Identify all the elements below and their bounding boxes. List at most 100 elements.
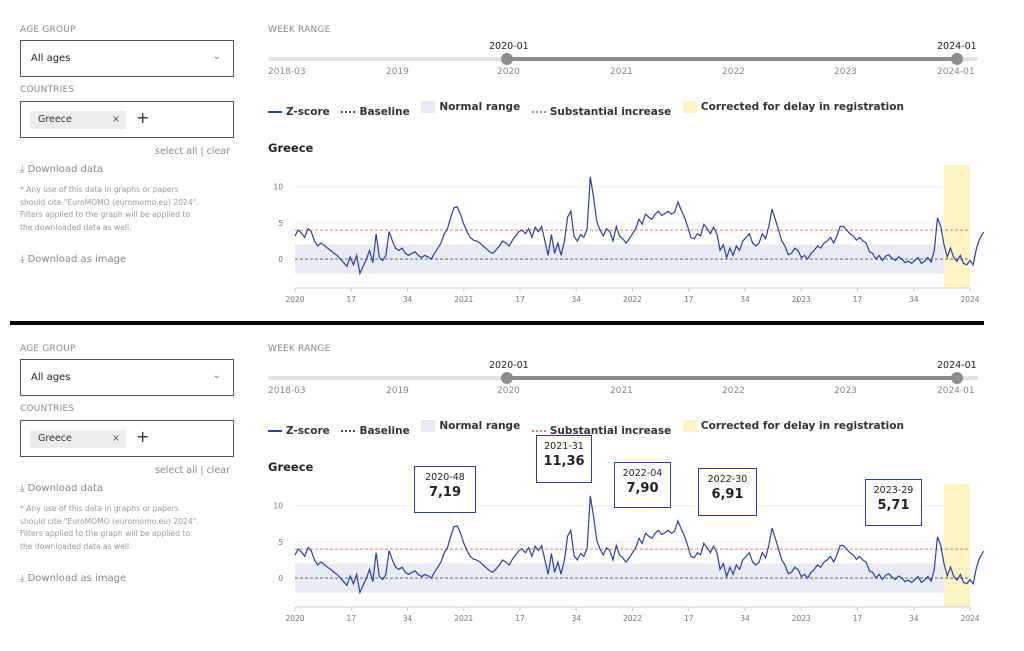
slider-start-handle[interactable] [501,53,513,65]
zscore-chart: 0 5 10 2020 17 34 2021 17 34 2022 17 34 2023 17 34 2024 [273,484,984,623]
annotation-value: 7,90 [626,481,659,496]
legend-item-corrected[interactable]: Corrected for delay in registration [682,420,904,432]
legend-item-substantial[interactable]: Substantial increase [531,106,671,118]
slider-end-handle[interactable] [951,53,963,65]
download-data-link[interactable]: ⤓ Download data [20,164,104,175]
country-chip-label: Greece [38,114,72,125]
legend-label: Normal range [439,101,521,113]
zscore-line [294,176,984,276]
x-tick-label: 34 [403,295,413,304]
annotation-week: 2022-30 [707,474,748,485]
x-tick-label: 2020 [285,295,304,304]
countries-label: COUNTRIES [20,85,75,95]
countries-select[interactable]: Greece × + [20,420,234,457]
age-group-label: AGE GROUP [20,344,76,354]
chevron-down-icon: ⌄ [212,51,221,62]
legend-label: Z-score [286,106,330,118]
normal-range-swatch [421,420,436,432]
x-tick-label: 2021 [454,614,473,623]
slider-end-handle[interactable] [951,372,963,384]
download-data-link[interactable]: ⤓ Download data [20,483,104,494]
slider-min-label: 2018-03 [268,67,306,77]
x-tick-label: 2023 [792,614,811,623]
slider-year-label: 2021 [610,67,633,77]
slider-min-label: 2018-03 [268,386,306,396]
download-image-link[interactable]: ⤓ Download as image [20,573,127,584]
range-start-label: 2020-01 [489,41,529,52]
x-tick-label: 2021 [454,295,473,304]
x-tick-label: 34 [403,614,413,623]
chip-remove-icon[interactable]: × [112,114,120,125]
citation-note: * Any use of this data in graphs or pape… [20,184,245,234]
x-tick-label: 34 [571,295,581,304]
annotation-week: 2023-29 [873,485,914,496]
week-range-slider[interactable] [262,50,982,70]
legend-item-zscore[interactable]: Z-score [268,106,330,118]
legend-label: Z-score [286,425,330,437]
annotation-box: 2022-30 6,91 [698,468,757,516]
select-all-clear-link[interactable]: select all | clear [155,146,231,157]
corrected-region [944,165,970,288]
slider-max-label: 2024-01 [937,386,975,396]
citation-note-line: the downloaded data as well. [20,541,132,551]
legend-item-normal[interactable]: Normal range [421,101,520,113]
annotation-box: 2023-29 5,71 [865,479,922,526]
legend-item-corrected[interactable]: Corrected for delay in registration [682,101,904,113]
x-tick-label: 17 [515,295,525,304]
corrected-swatch [682,420,697,432]
x-tick-label: 34 [740,614,750,623]
slider-year-label: 2022 [722,67,745,77]
y-tick-label: 5 [278,219,283,228]
legend-label: Corrected for delay in registration [700,101,904,113]
add-country-icon[interactable]: + [136,427,150,446]
slider-selected [507,57,957,61]
slider-year-label: 2019 [386,386,409,396]
normal-range-swatch [421,101,436,113]
x-tick-label: 2022 [623,295,642,304]
citation-note-line: * Any use of this data in graphs or pape… [20,504,179,513]
x-tick-label: 17 [346,614,356,623]
legend-label: Baseline [359,106,410,118]
annotation-box: 2020-48 7,19 [414,466,476,513]
citation-note-line: should cite "EuroMOMO (euromomo.eu) 2024… [20,516,199,526]
countries-label: COUNTRIES [20,404,75,414]
slider-max-label: 2024-01 [937,67,975,77]
corrected-swatch [682,101,697,113]
y-tick-label: 10 [273,183,283,192]
country-chip: Greece × [30,111,126,129]
zscore-swatch [268,111,282,113]
y-tick-label: 10 [273,502,283,511]
x-tick-label: 17 [515,614,525,623]
zscore-chart: 0 5 10 2020 17 34 2021 17 34 2022 17 34 2023 17 34 2024 [273,165,984,304]
slider-year-label: 2023 [834,386,857,396]
age-group-select[interactable]: All ages ⌄ [20,40,234,77]
legend-item-baseline[interactable]: Baseline [341,106,410,118]
slider-year-label: 2023 [834,67,857,77]
top-panel: AGE GROUP All ages ⌄ COUNTRIES Greece × … [0,0,1024,320]
select-all-clear-link[interactable]: select all | clear [155,465,231,476]
baseline-swatch [341,111,356,113]
age-group-select[interactable]: All ages ⌄ [20,359,234,396]
legend-item-normal[interactable]: Normal range [421,420,520,432]
slider-start-handle[interactable] [501,372,513,384]
x-tick-label: 2023 [792,295,811,304]
range-end-label: 2024-01 [937,360,977,371]
legend-item-baseline[interactable]: Baseline [341,425,410,437]
slider-year-label: 2020 [497,67,520,77]
add-country-icon[interactable]: + [136,108,150,127]
week-range-slider[interactable] [262,369,982,389]
legend-label: Substantial increase [549,425,672,437]
countries-select[interactable]: Greece × + [20,101,234,138]
download-image-link[interactable]: ⤓ Download as image [20,254,127,265]
x-tick-label: 17 [346,295,356,304]
x-tick-label: 17 [684,614,694,623]
range-end-label: 2024-01 [937,41,977,52]
legend-label: Normal range [439,420,521,432]
chip-remove-icon[interactable]: × [112,433,120,444]
zscore-swatch [268,430,282,432]
chart-title: Greece [268,141,314,155]
annotation-value: 5,71 [877,498,910,513]
legend-item-substantial[interactable]: Substantial increase [531,425,672,437]
legend-item-zscore[interactable]: Z-score [268,425,330,437]
x-tick-label: 17 [853,295,863,304]
